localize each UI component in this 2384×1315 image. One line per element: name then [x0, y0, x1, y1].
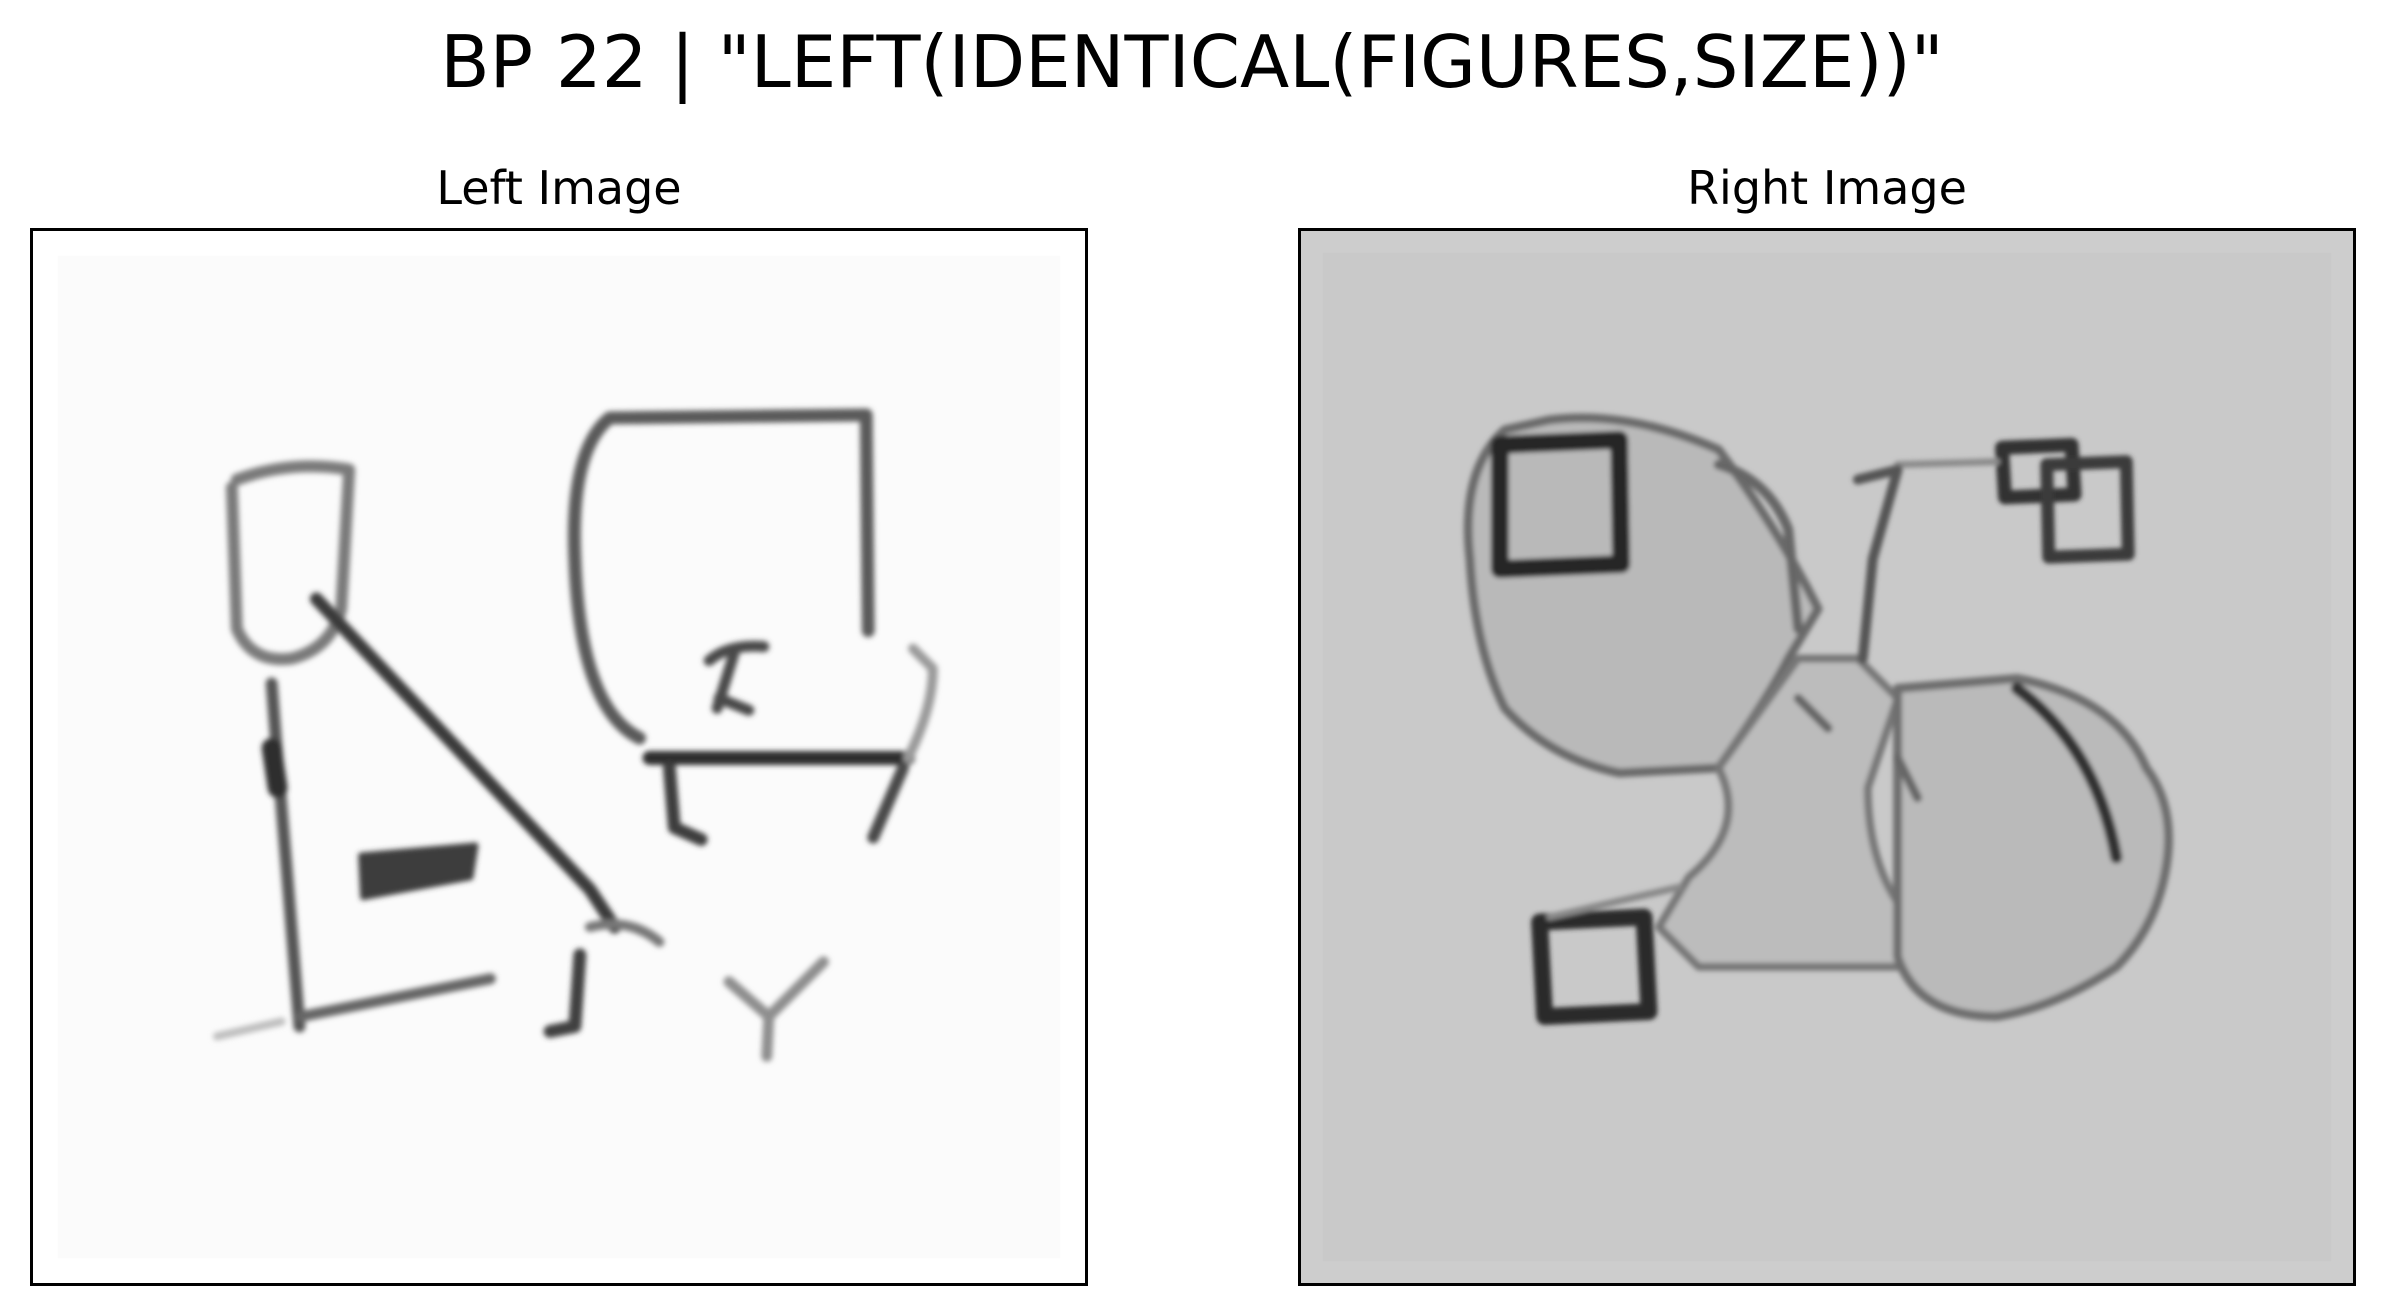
left-vertical-dark-blob: [261, 738, 288, 798]
bottom-left-square: [1531, 908, 1658, 1025]
top-right-square-a: [1995, 437, 2082, 505]
top-connector-line: [1894, 458, 2001, 469]
left-image-drawing: [57, 255, 1061, 1259]
figure-title: BP 22 | "LEFT(IDENTICAL(FIGURES,SIZE))": [440, 20, 1944, 104]
faint-bottom-tick: [212, 1017, 286, 1041]
left-vertical-stroke: [265, 677, 306, 1033]
top-left-arch-shape: [225, 460, 356, 666]
left-image-panel: [30, 228, 1088, 1286]
lower-connector-line: [1546, 883, 1683, 921]
table-left-leg: [662, 761, 708, 846]
table-right-curve: [903, 643, 938, 763]
right-panel-title: Right Image: [1687, 161, 1967, 215]
small-dark-rectangle: [358, 842, 479, 901]
table-right-leg: [867, 761, 910, 844]
left-panel-title: Left Image: [436, 161, 682, 215]
upper-curve-stroke: [1713, 459, 1804, 634]
right-image-drawing: [1322, 252, 2332, 1262]
top-left-square: [1490, 430, 1631, 579]
small-hat-shape: [703, 640, 770, 716]
small-cross-marks: [1793, 693, 1922, 803]
right-image-panel: [1298, 228, 2356, 1286]
diagonal-stroke: [309, 592, 622, 934]
tall-right-arch-shape: [567, 408, 875, 745]
lower-curl-stroke: [584, 919, 665, 947]
lower-right-blob: [1893, 673, 2174, 1021]
right-blob-dark-edge: [2010, 682, 2123, 864]
bottom-left-stroke: [296, 973, 496, 1022]
center-spike-stroke: [1852, 464, 1903, 664]
lower-y-shape: [723, 956, 829, 1062]
top-right-square-b: [2040, 455, 2135, 564]
lower-dark-stroke: [543, 948, 587, 1038]
